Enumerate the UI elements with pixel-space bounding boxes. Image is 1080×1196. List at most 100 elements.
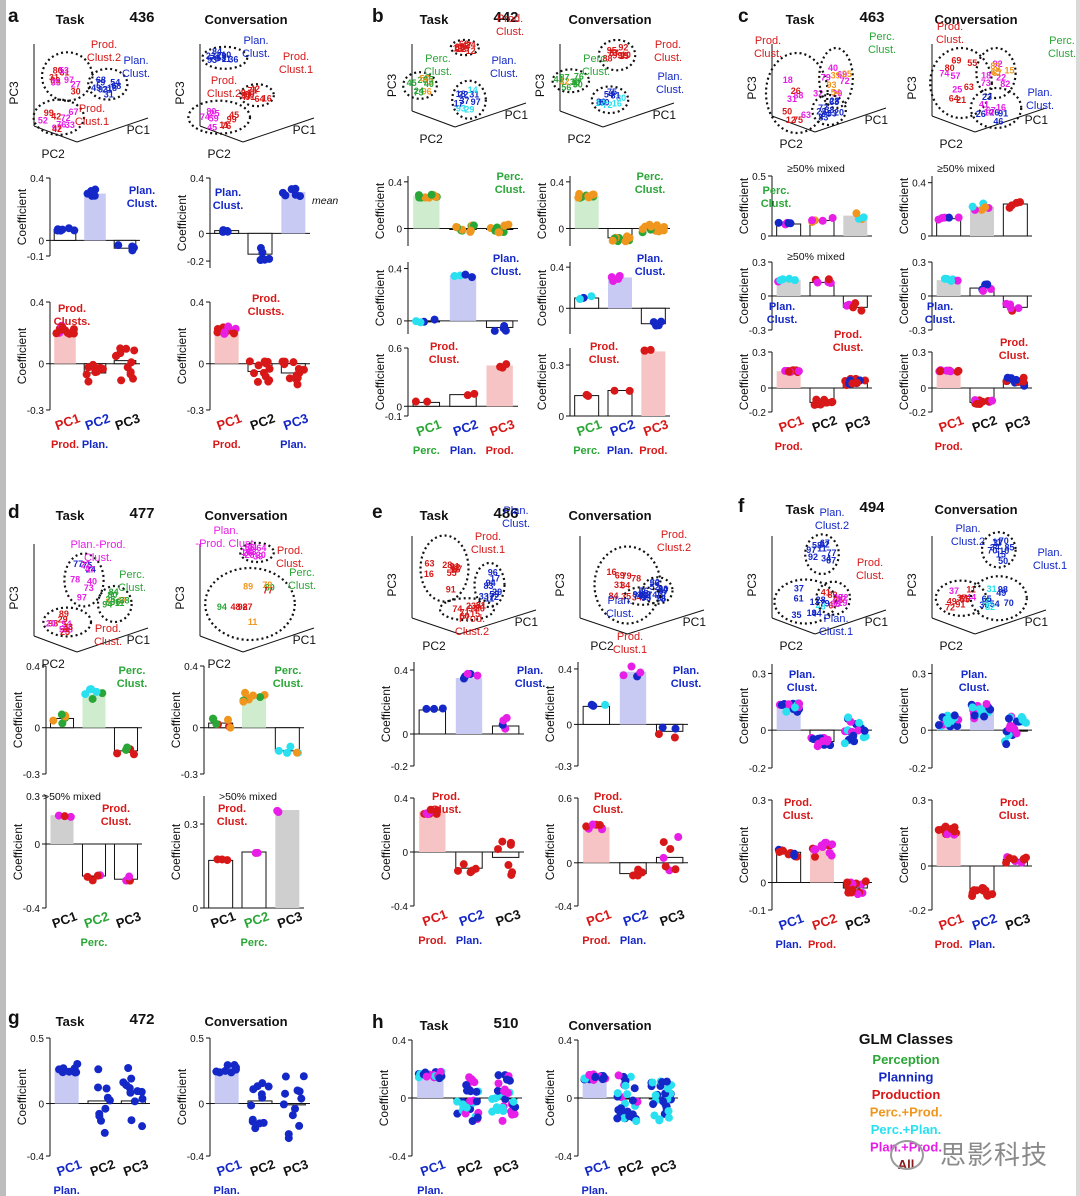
- cluster-name: Plan.: [607, 595, 632, 607]
- cluster-name: Clust.: [122, 68, 150, 80]
- pc2-label: PC2: [780, 137, 804, 151]
- cluster-name: Clust.1: [613, 644, 647, 656]
- electrode-id: 12: [786, 115, 796, 125]
- data-point: [137, 1087, 146, 1096]
- data-point: [575, 295, 584, 304]
- data-point: [250, 369, 259, 378]
- electrode-id: 35: [791, 610, 801, 620]
- electrode-id: 73: [414, 88, 424, 98]
- electrode-id: 87: [243, 602, 253, 612]
- y-axis-label: Coefficient: [373, 269, 387, 326]
- data-point: [968, 703, 977, 712]
- electrode-id: 26: [791, 86, 801, 96]
- data-point: [648, 1078, 657, 1087]
- data-point: [588, 190, 597, 199]
- chart-c-task-3: 0.30-0.2CoefficientProd.Clust.PC1Prod.PC…: [737, 329, 872, 453]
- chart-note: ≥50% mixed: [787, 251, 845, 263]
- pc1-axis: [76, 627, 149, 653]
- x-sub-label: Plan.: [82, 439, 108, 451]
- cluster-outline: [63, 552, 105, 608]
- cluster-outline: [815, 580, 852, 616]
- chart-c-conv-2: 0.3 0 -0.3 Coefficient Plan.Clust.: [897, 258, 1032, 337]
- electrode-id: 57: [950, 71, 960, 81]
- electrode-id: 11: [966, 585, 976, 595]
- cluster-annotation: Prod.: [590, 341, 618, 353]
- electrode-id: 69: [615, 570, 625, 580]
- data-point: [1020, 855, 1029, 864]
- y-tick-label: 0.4: [26, 662, 40, 673]
- x-sub-label: Prod.: [639, 445, 667, 457]
- pc2-axis: [199, 635, 244, 653]
- data-point: [435, 1074, 444, 1083]
- data-point: [229, 329, 238, 338]
- cluster-name: Perc.: [1049, 35, 1075, 47]
- cluster-annotation: Perc.: [763, 185, 790, 197]
- cluster-annotation: Clust.: [925, 314, 956, 326]
- y-tick-label: 0.3: [752, 348, 766, 359]
- electrode-id: 73: [423, 77, 433, 87]
- data-point: [664, 1113, 673, 1122]
- chart-a-conv-2: 0.40-0.3CoefficientProd.Clusts.PC1Prod.P…: [175, 293, 310, 451]
- electrode-id: 80: [596, 97, 606, 107]
- electrode-id: 39: [570, 77, 580, 87]
- electrode-id: 97: [806, 545, 816, 555]
- x-sub-label: Perc.: [573, 445, 600, 457]
- data-point: [473, 671, 482, 680]
- y-tick-label: 0.5: [190, 1034, 204, 1045]
- y-axis-label: Coefficient: [175, 194, 189, 251]
- cluster-outline: [419, 534, 470, 603]
- electrode-id: 31: [787, 94, 797, 104]
- data-point: [947, 276, 956, 285]
- chart-note: >50% mixed: [43, 791, 101, 803]
- cluster-name: Clust.: [288, 580, 316, 592]
- column-title-conversation: Conversation: [934, 12, 1017, 27]
- cluster-name: Perc.: [289, 567, 315, 579]
- patient-number: 436: [129, 9, 154, 26]
- cluster-annotation: Plan.: [927, 301, 953, 313]
- electrode-id: 40: [424, 79, 434, 89]
- data-point: [627, 662, 636, 671]
- chart-g-task: 0.5 0 -0.4 Coefficient PC1 Plan. PC2 PC3: [15, 1034, 150, 1196]
- x-tick-label: PC1: [414, 416, 443, 439]
- electrode-id: 76: [459, 43, 469, 53]
- y-tick-label: 0.3: [752, 796, 766, 807]
- electrode-id: 31: [987, 584, 997, 594]
- electrode-id: 53: [216, 53, 226, 63]
- cluster-annotation: Prod.: [102, 803, 130, 815]
- y-tick-label: 0: [192, 724, 198, 735]
- y-tick-label: 0: [38, 360, 44, 371]
- electrode-id: 98: [982, 596, 992, 606]
- pc2-label: PC2: [590, 639, 614, 653]
- electrode-id: 76: [221, 121, 231, 131]
- electrode-id: 83: [484, 581, 494, 591]
- data-point: [88, 694, 97, 703]
- cluster-name: Prod.: [277, 545, 303, 557]
- data-point: [498, 837, 507, 846]
- data-point: [125, 872, 134, 881]
- x-sub-label: Prod.: [935, 441, 963, 453]
- cluster-annotation: Clust.: [671, 678, 702, 690]
- y-tick-label: -0.3: [187, 406, 205, 417]
- data-point: [1006, 304, 1015, 313]
- cluster-annotation: Prod.: [594, 791, 622, 803]
- x-tick-label: PC1: [584, 906, 613, 929]
- bar-2: [449, 394, 477, 407]
- data-point: [1007, 722, 1016, 731]
- bar-3: [485, 320, 514, 328]
- pc3-label: PC3: [745, 76, 759, 100]
- y-axis-label: Coefficient: [737, 687, 751, 744]
- cluster-outline: [451, 79, 487, 120]
- pc3-label: PC3: [553, 573, 567, 597]
- cluster-name: Clust.1: [819, 626, 853, 638]
- y-axis-label: Coefficient: [543, 685, 557, 742]
- y-tick-label: 0: [920, 384, 926, 395]
- electrode-id: 28: [417, 75, 427, 85]
- bar-3: [275, 810, 300, 908]
- legend-item-perc-prod-: Perc.+Prod.: [870, 1105, 943, 1120]
- data-point: [260, 255, 269, 264]
- electrode-id: 20: [832, 89, 842, 99]
- y-tick-label: 0: [760, 232, 766, 243]
- chart-b-task-3: 0.60-0.1CoefficientProd.Clust.PC1Perc.PC…: [373, 341, 518, 457]
